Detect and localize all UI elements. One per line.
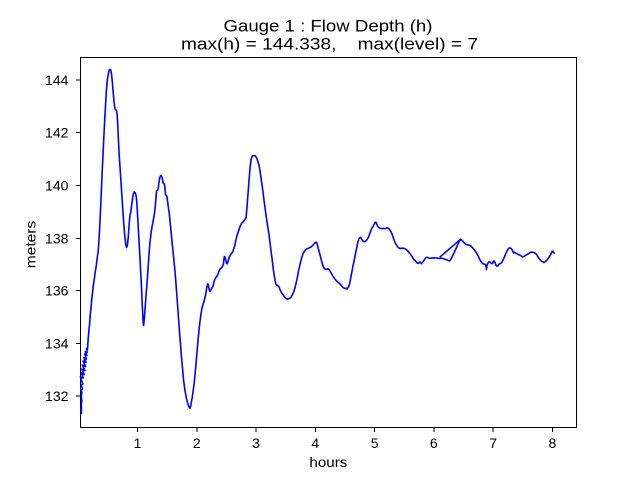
svg-text:144: 144	[45, 72, 69, 88]
svg-text:meters: meters	[23, 221, 39, 269]
svg-text:5: 5	[371, 435, 379, 451]
svg-text:138: 138	[45, 230, 69, 246]
svg-text:max(h) = 144.338, max(level: max(h) = 144.338, max(level) = 7	[181, 35, 478, 54]
svg-text:4: 4	[311, 435, 319, 451]
svg-text:Gauge 1 : Flow Depth (h): Gauge 1 : Flow Depth (h)	[224, 17, 433, 36]
svg-text:134: 134	[45, 335, 69, 351]
svg-text:142: 142	[45, 125, 69, 141]
svg-text:140: 140	[45, 177, 69, 193]
svg-text:7: 7	[489, 435, 497, 451]
svg-text:hours: hours	[309, 454, 347, 470]
svg-text:132: 132	[45, 388, 69, 404]
svg-text:3: 3	[252, 435, 260, 451]
svg-text:2: 2	[193, 435, 201, 451]
svg-text:136: 136	[45, 283, 69, 299]
svg-text:6: 6	[430, 435, 438, 451]
svg-text:8: 8	[549, 435, 557, 451]
svg-text:1: 1	[134, 435, 142, 451]
